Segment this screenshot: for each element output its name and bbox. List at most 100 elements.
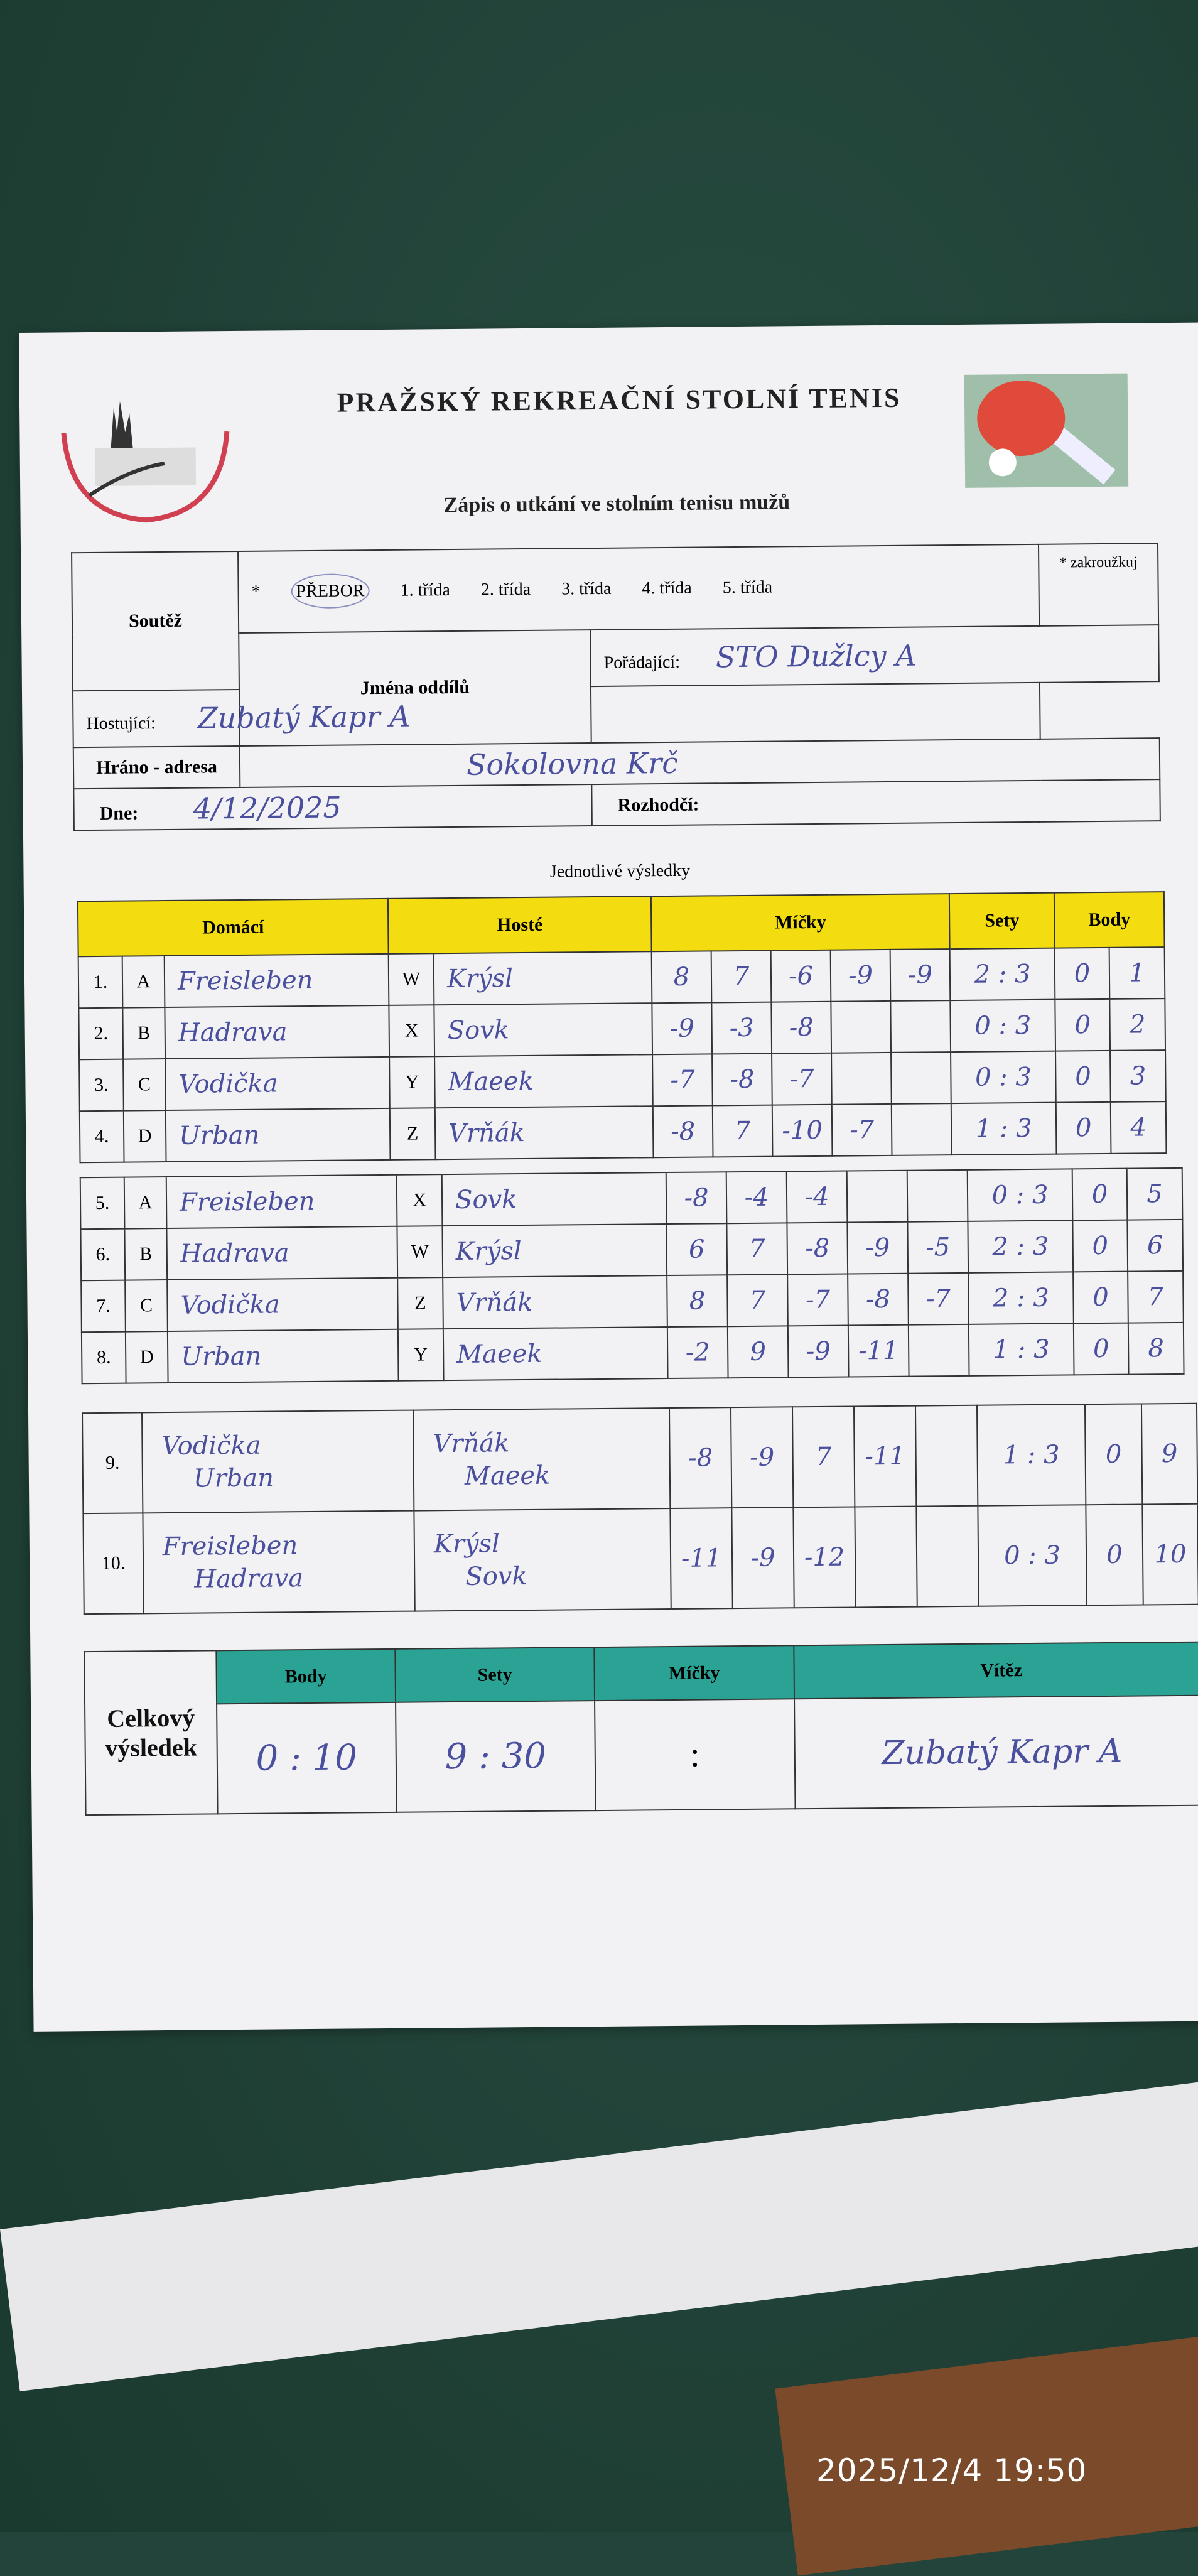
game-score[interactable]: -7: [652, 1054, 713, 1106]
game-score[interactable]: [831, 1053, 892, 1105]
guest-player[interactable]: Krýsl: [442, 1224, 667, 1277]
guest-player[interactable]: Sovk: [442, 1172, 667, 1226]
points-home[interactable]: 0: [1072, 1220, 1128, 1272]
points-home[interactable]: 0: [1072, 1169, 1128, 1221]
game-score[interactable]: [909, 1324, 969, 1377]
game-score[interactable]: -9: [788, 1326, 849, 1378]
game-score[interactable]: 8: [652, 951, 712, 1003]
game-score[interactable]: -2: [667, 1326, 728, 1378]
game-score[interactable]: 9: [728, 1326, 789, 1378]
total-sets[interactable]: 9 : 30: [396, 1701, 596, 1812]
game-score[interactable]: [855, 1507, 917, 1608]
guest-player[interactable]: Maeek: [443, 1327, 668, 1380]
game-score[interactable]: 7: [726, 1223, 787, 1275]
game-score[interactable]: -9: [652, 1002, 712, 1054]
game-score[interactable]: -10: [772, 1105, 833, 1157]
option-2-trida[interactable]: 2. třída: [481, 580, 531, 600]
points-guest[interactable]: 8: [1128, 1323, 1184, 1375]
points-guest[interactable]: 3: [1110, 1050, 1166, 1102]
game-score[interactable]: -9: [831, 950, 891, 1002]
total-winner[interactable]: Zubatý Kapr A: [794, 1696, 1198, 1809]
home-player[interactable]: Vodička: [167, 1278, 398, 1331]
guest-player[interactable]: Sovk: [434, 1003, 652, 1056]
points-guest[interactable]: 5: [1127, 1168, 1183, 1220]
game-score[interactable]: -9: [731, 1407, 793, 1508]
sets-score[interactable]: 2 : 3: [950, 948, 1055, 1000]
game-score[interactable]: -8: [669, 1407, 731, 1508]
game-score[interactable]: -11: [848, 1325, 909, 1377]
guest-player[interactable]: Maeek: [434, 1054, 653, 1108]
sets-score[interactable]: 0 : 3: [978, 1505, 1086, 1606]
sets-score[interactable]: 1 : 3: [951, 1103, 1057, 1155]
guest-team-value[interactable]: Zubatý Kapr A: [198, 700, 411, 735]
points-home[interactable]: 0: [1074, 1323, 1129, 1375]
sets-score[interactable]: 2 : 3: [968, 1272, 1074, 1324]
game-score[interactable]: -3: [711, 1002, 772, 1054]
sets-score[interactable]: 1 : 3: [969, 1323, 1074, 1375]
points-guest[interactable]: 6: [1127, 1220, 1183, 1272]
game-score[interactable]: -8: [848, 1274, 909, 1326]
home-team-value[interactable]: STO Dužlcy A: [716, 639, 917, 674]
game-score[interactable]: -9: [890, 949, 951, 1001]
game-score[interactable]: [890, 1000, 951, 1053]
sets-score[interactable]: 0 : 3: [950, 1000, 1055, 1052]
home-player[interactable]: Vodička: [165, 1057, 390, 1110]
home-player[interactable]: Urban: [168, 1329, 399, 1383]
points-home[interactable]: 0: [1056, 1102, 1111, 1154]
game-score[interactable]: -5: [907, 1221, 968, 1274]
option-5-trida[interactable]: 5. třída: [723, 578, 773, 598]
points-home[interactable]: 0: [1055, 948, 1110, 1000]
game-score[interactable]: -7: [832, 1104, 892, 1156]
points-home[interactable]: 0: [1055, 1051, 1111, 1103]
game-score[interactable]: -8: [653, 1105, 713, 1157]
sets-score[interactable]: 0 : 3: [951, 1051, 1056, 1103]
total-balls[interactable]: :: [595, 1699, 796, 1810]
game-score[interactable]: -12: [793, 1507, 855, 1608]
points-home[interactable]: 0: [1086, 1504, 1143, 1605]
game-score[interactable]: -9: [731, 1507, 794, 1608]
option-4-trida[interactable]: 4. třída: [642, 578, 692, 598]
game-score[interactable]: -8: [771, 1002, 831, 1054]
points-guest[interactable]: 1: [1109, 947, 1165, 999]
game-score[interactable]: -4: [787, 1171, 848, 1223]
game-score[interactable]: 7: [713, 1105, 773, 1157]
sets-score[interactable]: 2 : 3: [968, 1220, 1073, 1272]
game-score[interactable]: -7: [787, 1274, 848, 1326]
game-score[interactable]: 6: [666, 1223, 727, 1275]
game-score[interactable]: [907, 1170, 968, 1222]
game-score[interactable]: -11: [670, 1508, 732, 1609]
game-score[interactable]: 7: [727, 1274, 788, 1326]
points-guest[interactable]: 9: [1141, 1404, 1197, 1505]
game-score[interactable]: 8: [667, 1275, 728, 1327]
game-score[interactable]: -8: [787, 1223, 848, 1275]
game-score[interactable]: -8: [666, 1172, 727, 1224]
points-guest[interactable]: 4: [1111, 1101, 1167, 1154]
home-player[interactable]: Freisleben: [165, 954, 389, 1007]
game-score[interactable]: -11: [854, 1406, 916, 1507]
game-score[interactable]: 7: [792, 1406, 855, 1507]
points-home[interactable]: 0: [1073, 1272, 1128, 1324]
points-guest[interactable]: 7: [1128, 1271, 1184, 1323]
points-home[interactable]: 0: [1055, 999, 1110, 1051]
option-prebor[interactable]: PŘEBOR: [291, 573, 369, 609]
game-score[interactable]: -8: [712, 1054, 772, 1106]
game-score[interactable]: [915, 1405, 978, 1507]
home-player[interactable]: Hadrava: [165, 1005, 389, 1059]
game-score[interactable]: [916, 1506, 978, 1607]
game-score[interactable]: [831, 1001, 891, 1053]
home-player[interactable]: Freisleben: [166, 1175, 397, 1228]
total-points[interactable]: 0 : 10: [217, 1702, 397, 1814]
guest-player[interactable]: Krýsl: [434, 951, 652, 1005]
guest-player[interactable]: Vrňák: [443, 1275, 667, 1329]
points-home[interactable]: 0: [1085, 1404, 1142, 1505]
game-score[interactable]: -6: [771, 950, 831, 1002]
game-score[interactable]: [847, 1171, 908, 1223]
option-1-trida[interactable]: 1. třída: [400, 580, 450, 600]
game-score[interactable]: -7: [908, 1273, 969, 1325]
game-score[interactable]: -7: [772, 1053, 832, 1105]
home-player[interactable]: Hadrava: [166, 1226, 397, 1280]
